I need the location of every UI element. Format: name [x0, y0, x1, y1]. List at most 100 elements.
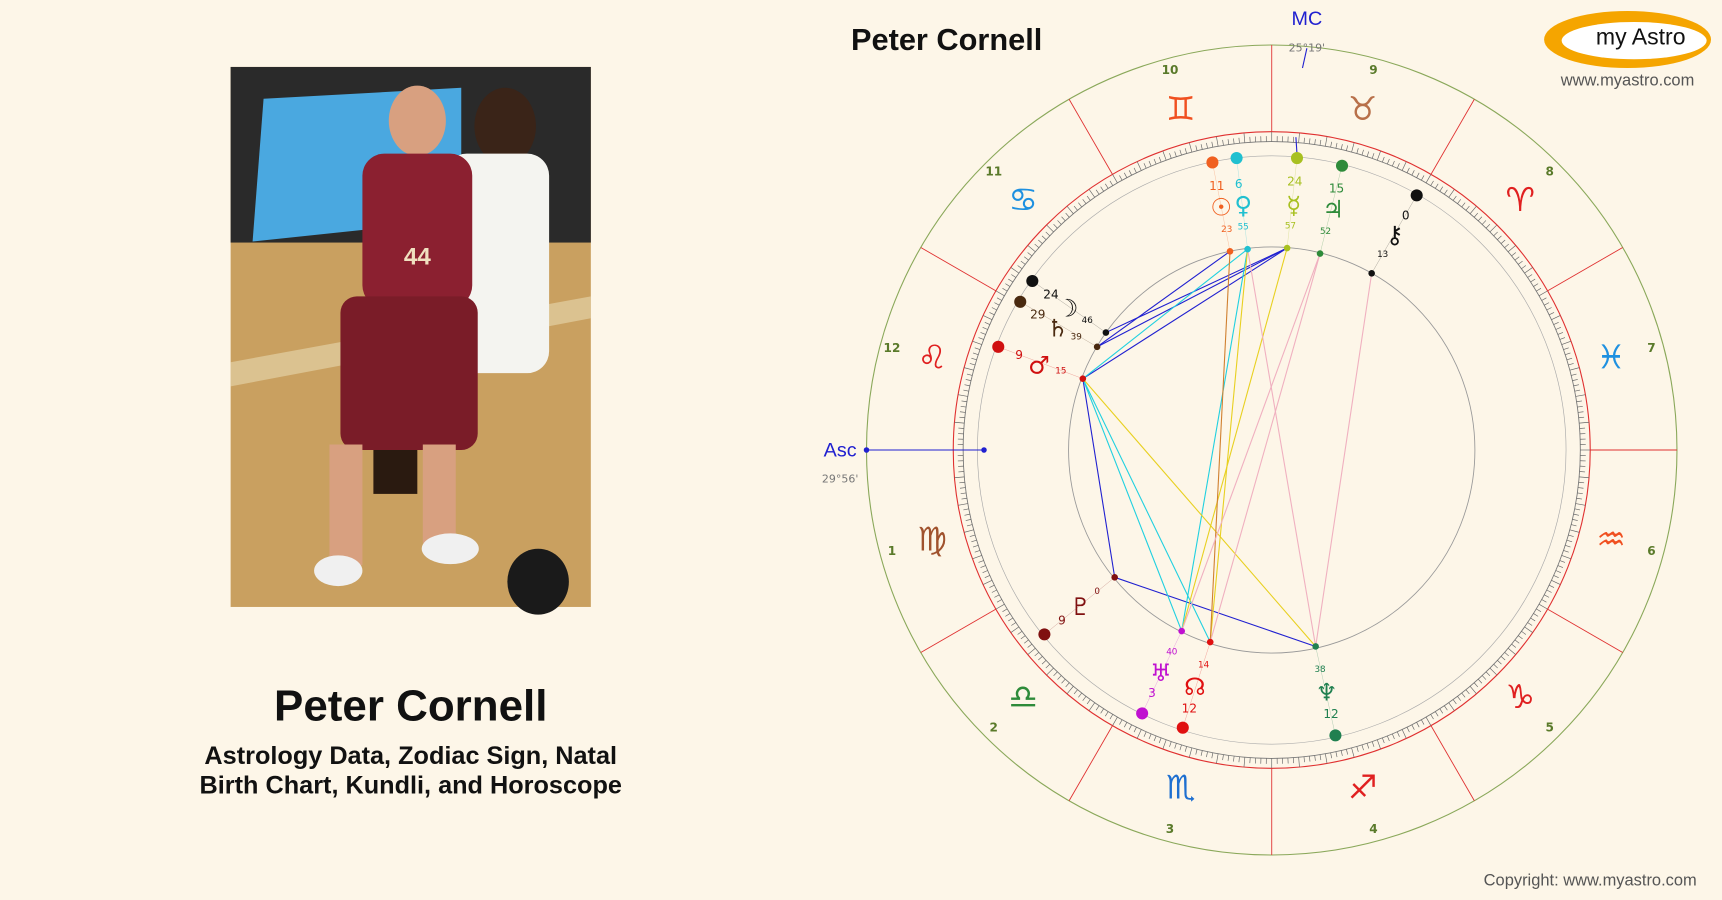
degree-tick — [989, 584, 995, 588]
house-line — [1547, 247, 1623, 292]
degree-tick — [1095, 705, 1100, 711]
degree-tick — [964, 513, 970, 516]
degree-tick — [989, 312, 995, 316]
degree-tick — [1578, 416, 1585, 419]
degree-tick — [1169, 741, 1172, 747]
planet-degree: 0 — [1402, 209, 1410, 223]
zodiac-sign: ♑ — [1505, 677, 1535, 716]
degree-tick — [1188, 142, 1193, 153]
planet-glyph: ♀ — [1234, 191, 1252, 219]
degree-tick — [1200, 750, 1203, 756]
degree-tick — [1188, 747, 1193, 758]
degree-tick — [1112, 174, 1118, 184]
degree-tick — [978, 560, 984, 563]
degree-tick — [1406, 167, 1410, 173]
degree-tick — [1444, 189, 1448, 195]
planet-dot — [1206, 156, 1219, 169]
planet-minute: 14 — [1198, 661, 1210, 671]
planet-minute: 15 — [1055, 366, 1066, 376]
degree-tick — [1073, 689, 1078, 695]
degree-tick — [1011, 622, 1017, 626]
zodiac-sign: ♎ — [1008, 677, 1038, 716]
degree-tick — [1027, 647, 1036, 655]
degree-tick — [1493, 231, 1498, 236]
degree-tick — [1559, 560, 1566, 563]
planet-degree: 29 — [1030, 308, 1045, 322]
degree-tick — [1511, 643, 1517, 648]
house-number: 11 — [985, 165, 1002, 179]
degree-tick — [991, 307, 997, 311]
photo: 44 — [230, 66, 591, 615]
degree-tick — [1038, 239, 1043, 244]
degree-tick — [1222, 139, 1224, 146]
degree-tick — [1577, 405, 1583, 408]
degree-tick — [1507, 647, 1516, 655]
degree-tick — [1530, 278, 1536, 283]
degree-tick — [1238, 756, 1240, 763]
degree-tick — [1027, 245, 1036, 253]
zodiac-sign: ♈ — [1505, 180, 1535, 219]
degree-tick — [1206, 142, 1208, 149]
degree-tick — [996, 297, 1002, 301]
degree-tick — [971, 357, 977, 361]
zodiac-sign: ♋ — [1008, 180, 1038, 219]
degree-tick — [1477, 678, 1483, 684]
house-number: 10 — [1162, 63, 1179, 77]
degree-tick — [1128, 724, 1132, 730]
degree-tick — [1233, 138, 1235, 144]
degree-tick — [1330, 141, 1332, 148]
degree-tick — [1430, 714, 1434, 720]
planet-dot — [1026, 274, 1039, 288]
degree-tick — [959, 411, 966, 413]
degree-tick — [1514, 639, 1520, 644]
degree-tick — [1227, 755, 1230, 761]
degree-tick — [1123, 172, 1128, 178]
degree-tick — [959, 487, 966, 489]
planet-glyph: ♃ — [1322, 196, 1344, 224]
degree-tick — [958, 394, 968, 397]
degree-tick — [1546, 307, 1552, 311]
planet-dot — [992, 340, 1005, 353]
planet-degree: 9 — [1015, 348, 1023, 362]
degree-tick — [965, 519, 972, 521]
degree-tick — [1216, 753, 1219, 764]
degree-tick — [1061, 678, 1066, 684]
degree-tick — [1548, 584, 1555, 588]
degree-tick — [1577, 411, 1584, 413]
degree-tick — [1351, 142, 1355, 153]
degree-tick — [1382, 737, 1385, 744]
planet-minute: 39 — [1071, 332, 1082, 342]
degree-tick — [1174, 151, 1177, 157]
degree-tick — [1158, 737, 1162, 744]
degree-tick — [1041, 660, 1047, 665]
degree-tick — [1578, 481, 1585, 484]
degree-tick — [1324, 136, 1328, 147]
degree-tick — [1481, 675, 1487, 680]
degree-tick — [1008, 278, 1014, 283]
degree-tick — [1303, 756, 1305, 763]
degree-tick — [1319, 754, 1322, 761]
logo[interactable]: my Astro — [1544, 10, 1712, 69]
degree-tick — [1100, 186, 1104, 192]
degree-tick — [1123, 722, 1128, 728]
aspect-line — [1096, 250, 1231, 348]
chart-title: Peter Cornell — [851, 22, 1042, 57]
degree-tick — [1536, 288, 1542, 292]
degree-tick — [1195, 749, 1198, 755]
degree-tick — [1095, 189, 1100, 195]
zodiac-sign: ♊ — [1166, 89, 1196, 128]
degree-tick — [1569, 529, 1580, 533]
zodiac-sign: ♏ — [1166, 768, 1196, 807]
degree-tick — [982, 580, 993, 585]
degree-tick — [1162, 739, 1167, 750]
degree-tick — [1169, 153, 1172, 159]
aspect-line — [1209, 251, 1231, 643]
logo-url[interactable]: www.myastro.com — [1560, 72, 1695, 90]
degree-tick — [1366, 743, 1370, 749]
degree-tick — [1024, 639, 1029, 644]
degree-tick — [1324, 753, 1328, 764]
degree-tick — [982, 315, 993, 320]
degree-tick — [1073, 205, 1078, 211]
photo-player-leg — [422, 444, 456, 544]
degree-tick — [1371, 741, 1375, 747]
